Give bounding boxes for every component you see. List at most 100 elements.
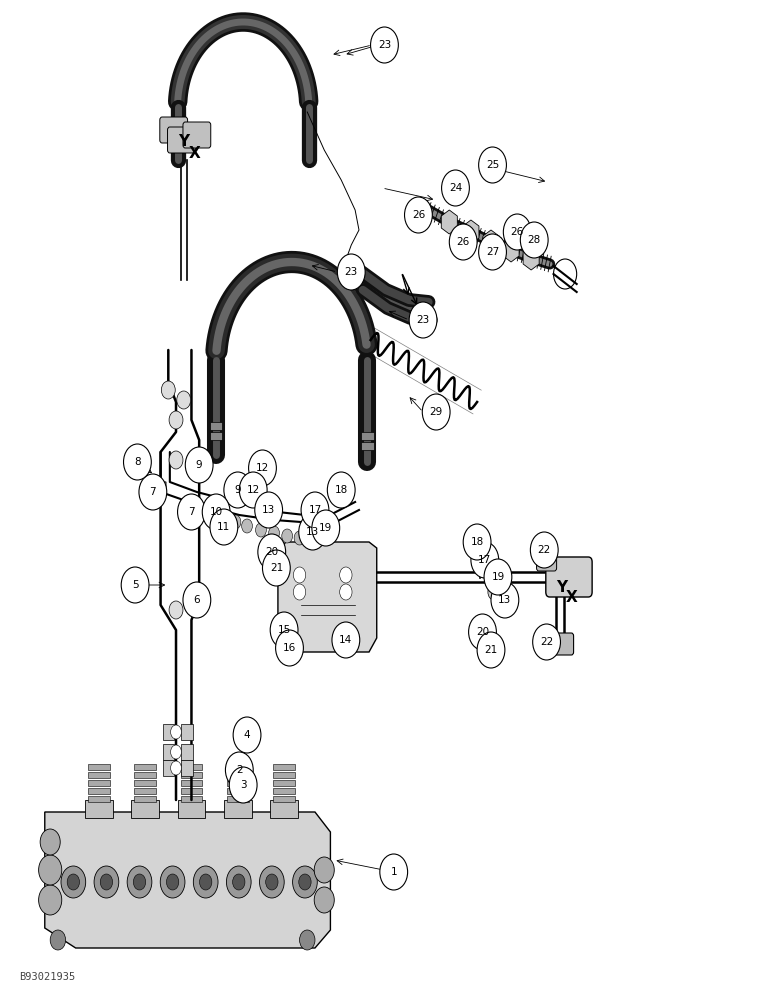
Circle shape bbox=[474, 552, 486, 568]
Bar bbox=[270, 800, 298, 818]
Text: 18: 18 bbox=[334, 485, 348, 495]
Circle shape bbox=[293, 866, 317, 898]
Text: 26: 26 bbox=[411, 210, 425, 220]
Circle shape bbox=[134, 874, 146, 890]
Text: 26: 26 bbox=[510, 227, 524, 237]
Circle shape bbox=[484, 567, 496, 583]
Circle shape bbox=[225, 752, 253, 788]
Bar bbox=[227, 796, 249, 802]
Circle shape bbox=[337, 254, 365, 290]
Bar bbox=[181, 772, 202, 778]
Bar bbox=[178, 800, 205, 818]
Circle shape bbox=[477, 632, 505, 668]
Bar bbox=[273, 788, 295, 794]
Text: 7: 7 bbox=[150, 487, 156, 497]
Text: 15: 15 bbox=[277, 625, 291, 635]
Text: 8: 8 bbox=[134, 457, 141, 467]
Text: 9: 9 bbox=[235, 485, 241, 495]
Circle shape bbox=[300, 930, 315, 950]
Circle shape bbox=[167, 874, 179, 890]
Circle shape bbox=[67, 874, 80, 890]
Text: X: X bbox=[188, 145, 201, 160]
Circle shape bbox=[380, 854, 408, 890]
Circle shape bbox=[249, 450, 276, 486]
Bar bbox=[361, 432, 374, 440]
Circle shape bbox=[327, 472, 355, 508]
Text: 6: 6 bbox=[194, 595, 200, 605]
Circle shape bbox=[183, 582, 211, 618]
Circle shape bbox=[449, 224, 477, 260]
Circle shape bbox=[282, 529, 293, 543]
Circle shape bbox=[199, 874, 212, 890]
Circle shape bbox=[94, 866, 119, 898]
Circle shape bbox=[533, 624, 560, 660]
Bar bbox=[88, 788, 110, 794]
Circle shape bbox=[139, 474, 167, 510]
Text: 29: 29 bbox=[429, 407, 443, 417]
Text: 21: 21 bbox=[269, 563, 283, 573]
Circle shape bbox=[169, 411, 183, 429]
Bar bbox=[273, 780, 295, 786]
Bar bbox=[227, 780, 249, 786]
Text: 9: 9 bbox=[196, 460, 202, 470]
Circle shape bbox=[40, 829, 60, 855]
Text: 16: 16 bbox=[283, 643, 296, 653]
Circle shape bbox=[314, 887, 334, 913]
FancyBboxPatch shape bbox=[546, 633, 574, 655]
Circle shape bbox=[161, 381, 175, 399]
Text: 27: 27 bbox=[486, 247, 499, 257]
Text: 21: 21 bbox=[484, 645, 498, 655]
Text: 17: 17 bbox=[478, 555, 492, 565]
Bar bbox=[273, 796, 295, 802]
Text: 2: 2 bbox=[236, 765, 242, 775]
FancyBboxPatch shape bbox=[546, 557, 592, 597]
FancyBboxPatch shape bbox=[168, 127, 195, 153]
Text: 19: 19 bbox=[491, 572, 505, 582]
Bar bbox=[88, 796, 110, 802]
Circle shape bbox=[520, 222, 548, 258]
Text: 7: 7 bbox=[188, 507, 195, 517]
Bar bbox=[163, 744, 174, 760]
Circle shape bbox=[262, 550, 290, 586]
Polygon shape bbox=[148, 480, 166, 488]
Text: 4: 4 bbox=[244, 730, 250, 740]
Circle shape bbox=[218, 511, 229, 525]
Text: 22: 22 bbox=[540, 637, 554, 647]
Circle shape bbox=[210, 509, 238, 545]
Text: 22: 22 bbox=[537, 545, 551, 555]
Text: Y: Y bbox=[557, 580, 567, 595]
Circle shape bbox=[185, 447, 213, 483]
Circle shape bbox=[269, 526, 279, 540]
Circle shape bbox=[469, 614, 496, 650]
Text: 20: 20 bbox=[476, 627, 489, 637]
Bar bbox=[134, 796, 156, 802]
Circle shape bbox=[224, 472, 252, 508]
Circle shape bbox=[178, 494, 205, 530]
Polygon shape bbox=[523, 246, 539, 270]
Circle shape bbox=[230, 515, 241, 529]
Circle shape bbox=[39, 885, 62, 915]
Bar bbox=[88, 780, 110, 786]
Bar bbox=[181, 796, 202, 802]
Circle shape bbox=[100, 874, 113, 890]
Bar bbox=[163, 724, 174, 740]
Bar bbox=[181, 788, 202, 794]
Text: 19: 19 bbox=[319, 523, 333, 533]
Text: 13: 13 bbox=[498, 595, 512, 605]
Circle shape bbox=[233, 717, 261, 753]
Circle shape bbox=[232, 874, 245, 890]
Bar bbox=[181, 780, 202, 786]
FancyBboxPatch shape bbox=[183, 122, 211, 148]
Circle shape bbox=[239, 472, 267, 508]
Circle shape bbox=[471, 542, 499, 578]
Circle shape bbox=[503, 214, 531, 250]
Text: 20: 20 bbox=[265, 547, 279, 557]
Circle shape bbox=[530, 532, 558, 568]
Circle shape bbox=[488, 584, 500, 600]
Circle shape bbox=[332, 622, 360, 658]
Bar bbox=[163, 760, 174, 776]
Bar bbox=[181, 760, 193, 776]
Circle shape bbox=[405, 197, 432, 233]
Circle shape bbox=[50, 930, 66, 950]
Bar bbox=[134, 780, 156, 786]
